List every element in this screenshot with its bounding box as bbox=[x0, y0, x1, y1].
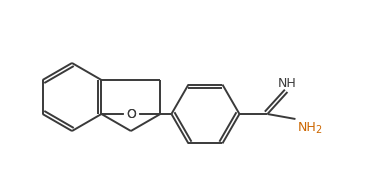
Text: O: O bbox=[126, 108, 137, 121]
Text: O: O bbox=[126, 108, 137, 121]
Text: 2: 2 bbox=[316, 125, 322, 135]
Text: NH: NH bbox=[297, 121, 316, 134]
Text: NH: NH bbox=[278, 77, 297, 90]
